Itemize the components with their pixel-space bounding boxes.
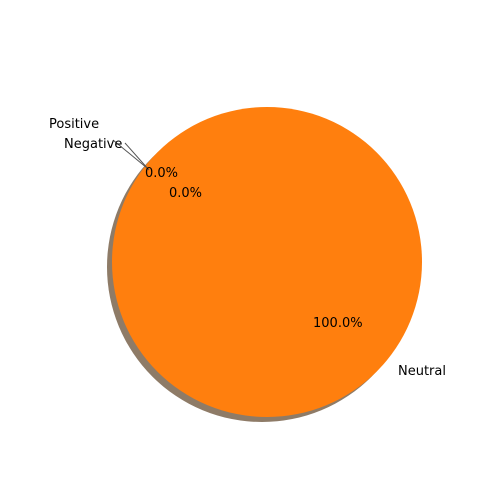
pie-slice-negative (124, 142, 150, 171)
pie-slice-positive (112, 139, 148, 169)
pie-slice-neutral (112, 107, 422, 417)
slice-label-positive: Positive (49, 117, 99, 132)
slice-label-negative: Negative (64, 137, 122, 152)
slice-pct-neutral: 100.0% (313, 316, 363, 331)
pie-slices-layer (112, 107, 422, 417)
slice-label-neutral: Neutral (398, 364, 446, 379)
slice-pct-negative: 0.0% (169, 186, 202, 201)
slice-pct-positive: 0.0% (145, 166, 178, 181)
pie-leaders-layer (112, 139, 150, 171)
